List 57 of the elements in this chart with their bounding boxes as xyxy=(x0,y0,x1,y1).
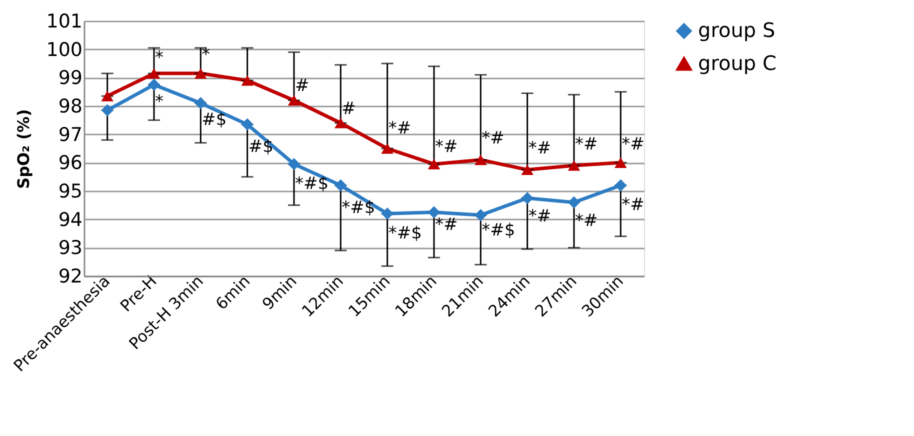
annotation: *# xyxy=(435,137,458,158)
annotation: #$ xyxy=(202,110,227,130)
y-tick-label: 101 xyxy=(46,10,82,32)
point xyxy=(521,164,534,176)
point xyxy=(148,68,160,79)
point xyxy=(288,95,300,106)
annotation: *#$ xyxy=(388,224,422,244)
annotation: *# xyxy=(482,128,504,149)
annotation: *# xyxy=(622,195,644,216)
annotation: *# xyxy=(528,206,552,226)
point xyxy=(194,68,207,79)
annotation: #$ xyxy=(248,137,274,158)
y-tick-label: 94 xyxy=(58,208,82,231)
point xyxy=(568,196,580,208)
annotation: * xyxy=(155,92,164,112)
point xyxy=(241,118,254,131)
annotation: *#$ xyxy=(482,220,516,241)
point xyxy=(521,192,534,204)
y-tick-label: 93 xyxy=(58,237,82,260)
annotation: *#$ xyxy=(295,174,329,194)
point xyxy=(381,143,394,154)
point xyxy=(428,206,440,218)
y-tick-label: 99 xyxy=(58,67,82,90)
point xyxy=(428,158,440,170)
y-tick-label: 97 xyxy=(58,124,82,146)
annotation: *# xyxy=(528,138,552,158)
annotation: # xyxy=(342,98,356,119)
annotation: * xyxy=(202,45,210,65)
point xyxy=(614,179,627,192)
point xyxy=(334,179,347,192)
y-axis-title: SpO₂ (%) xyxy=(14,109,34,189)
y-tick-label: 96 xyxy=(58,152,82,174)
annotation: *# xyxy=(435,215,458,235)
point xyxy=(568,160,580,171)
point xyxy=(288,158,300,170)
annotation: * xyxy=(155,48,164,68)
annotation: *# xyxy=(622,134,644,154)
y-tick-label: 95 xyxy=(58,180,82,202)
point xyxy=(334,118,347,128)
y-tick-label: 98 xyxy=(58,96,82,118)
point xyxy=(101,90,114,102)
legend-label: group C xyxy=(698,51,776,75)
point xyxy=(101,104,114,116)
legend-label: group S xyxy=(698,18,776,42)
point xyxy=(474,208,487,222)
annotation: *# xyxy=(388,118,412,139)
point xyxy=(474,154,487,166)
point xyxy=(241,75,254,86)
annotation: # xyxy=(295,76,310,96)
point xyxy=(381,208,394,220)
annotation: *# xyxy=(575,134,598,154)
point xyxy=(194,97,207,110)
point xyxy=(148,78,160,91)
point xyxy=(614,157,627,168)
annotation: *# xyxy=(575,210,598,231)
y-tick-label: 100 xyxy=(46,38,82,61)
annotation: *#$ xyxy=(342,198,376,218)
